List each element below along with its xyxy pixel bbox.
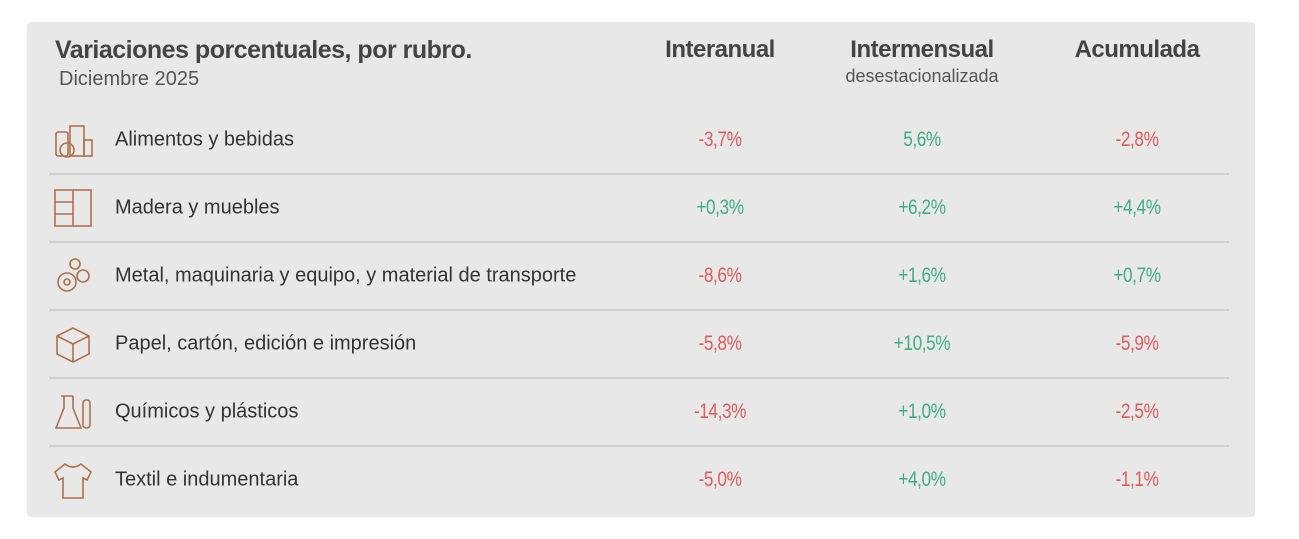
row-label: Madera y muebles (115, 196, 280, 219)
row-separator (49, 445, 1229, 447)
value-cell: -1,1% (1115, 468, 1159, 491)
value-cell: -14,3% (693, 400, 747, 423)
row-label: Alimentos y bebidas (115, 128, 294, 151)
value-cell: -3,7% (698, 128, 742, 151)
value-cell: -8,6% (698, 264, 742, 287)
row-label: Metal, maquinaria y equipo, y material d… (115, 264, 577, 287)
row-label: Químicos y plásticos (115, 400, 299, 423)
value-cell: +6,2% (898, 196, 946, 219)
column-note: desestacionalizada (845, 66, 999, 86)
row-icon (57, 258, 90, 292)
row-icon (55, 125, 93, 158)
row-icon (54, 395, 91, 429)
value-cell: -5,9% (1115, 332, 1159, 355)
row-separator (49, 309, 1229, 311)
row-icon (54, 189, 92, 227)
column-header: Interanual (665, 36, 775, 63)
row-icon (56, 327, 90, 363)
value-cell: +0,7% (1113, 264, 1161, 287)
row-separator (49, 241, 1229, 243)
value-cell: +10,5% (893, 332, 951, 355)
value-cell: +4,4% (1113, 196, 1161, 219)
row-separator (49, 377, 1229, 379)
column-header: Intermensual (850, 36, 994, 63)
value-cell: +4,0% (898, 468, 946, 491)
table-card: Variaciones porcentuales, por rubro. Dic… (27, 22, 1255, 517)
row-icon (53, 462, 93, 499)
value-cell: -2,8% (1115, 128, 1159, 151)
row-label: Papel, cartón, edición e impresión (115, 332, 417, 355)
value-cell: +0,3% (696, 196, 744, 219)
row-label: Textil e indumentaria (115, 468, 299, 491)
value-cell: -2,5% (1115, 400, 1159, 423)
value-cell: +1,0% (898, 400, 946, 423)
value-cell: -5,0% (698, 468, 742, 491)
value-cell: +1,6% (898, 264, 946, 287)
column-header: Acumulada (1074, 36, 1200, 63)
subtitle: Diciembre 2025 (59, 68, 200, 90)
row-separator (49, 173, 1229, 175)
title: Variaciones porcentuales, por rubro. (55, 36, 472, 64)
value-cell: -5,8% (698, 332, 742, 355)
value-cell: 5,6% (903, 128, 941, 151)
